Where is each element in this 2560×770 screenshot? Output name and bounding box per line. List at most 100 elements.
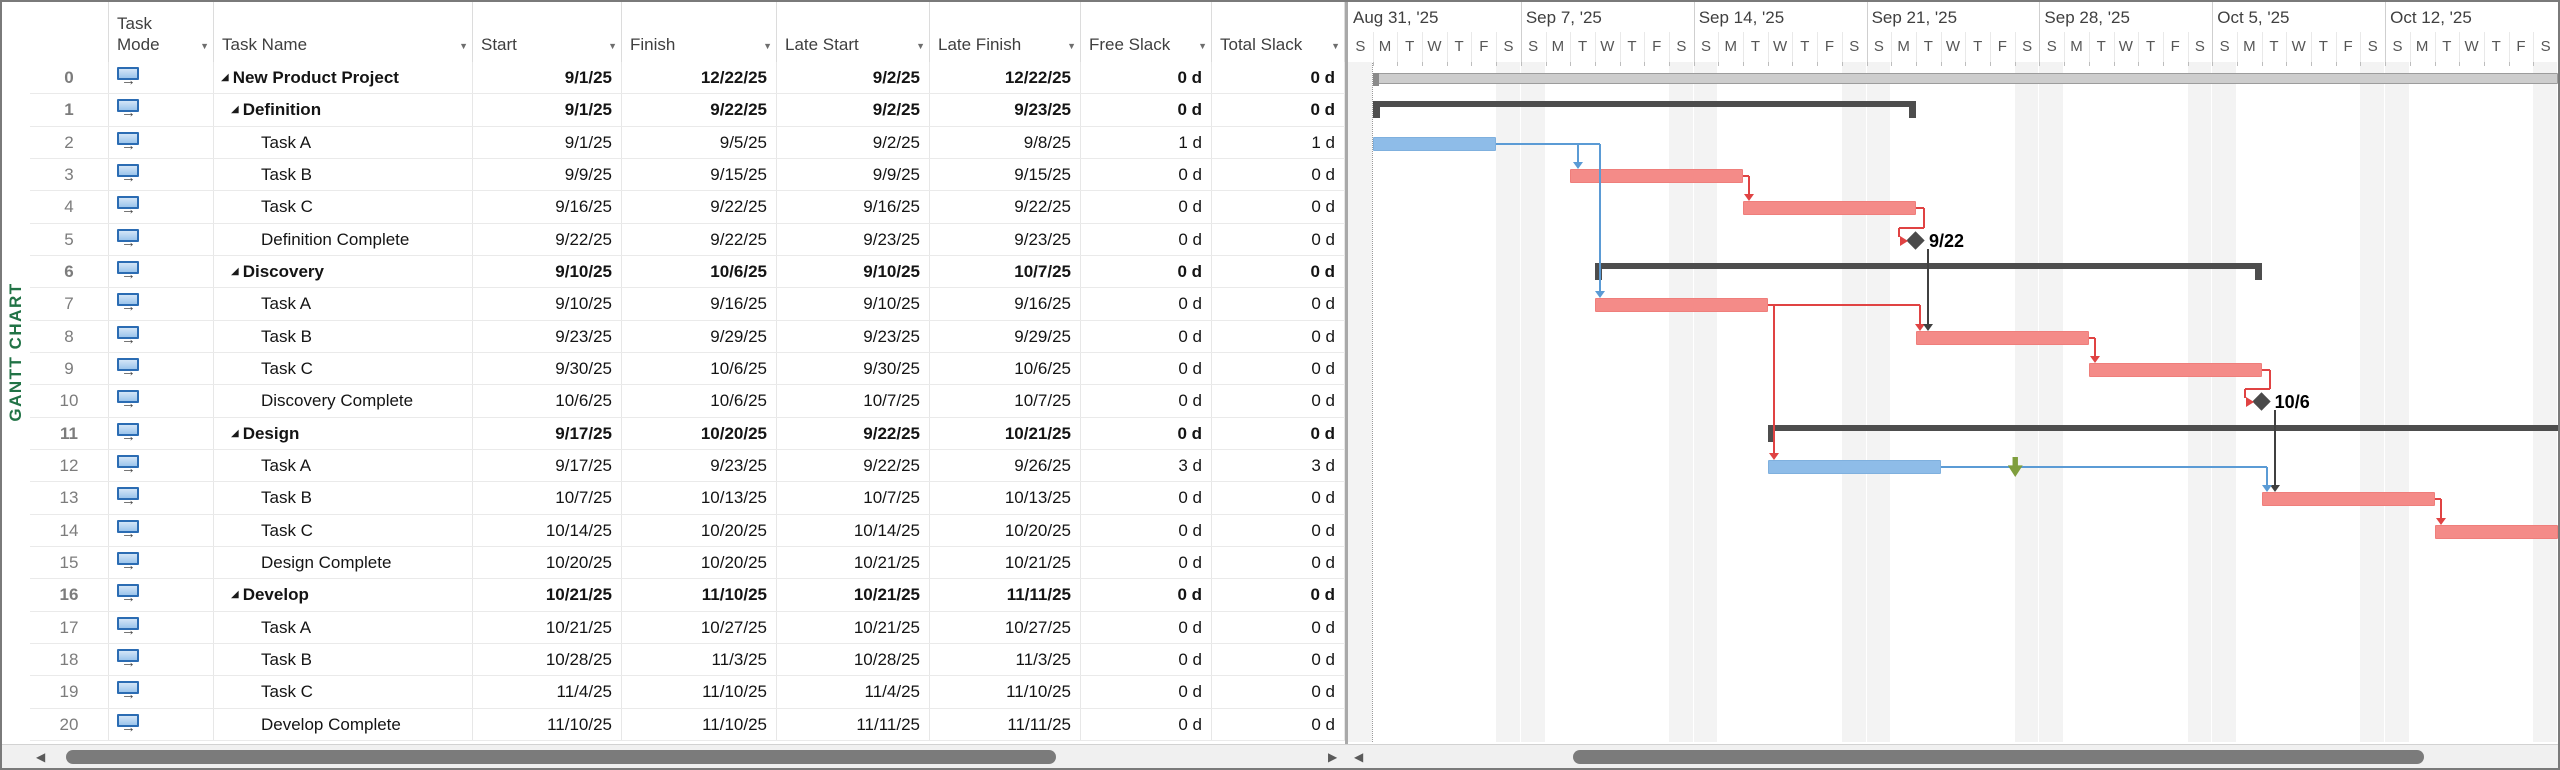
cell-freeSlack[interactable]: 0 d	[1081, 223, 1212, 255]
cell-freeSlack[interactable]: 0 d	[1081, 708, 1212, 740]
cell-freeSlack[interactable]: 0 d	[1081, 385, 1212, 417]
cell-totalSlack[interactable]: 0 d	[1212, 644, 1345, 676]
cell-finish[interactable]: 9/22/25	[622, 191, 777, 223]
scrollbar-thumb[interactable]	[66, 750, 1056, 764]
cell-start[interactable]: 10/20/25	[473, 547, 622, 579]
pane-divider[interactable]	[1345, 2, 1348, 768]
cell-lateFinish[interactable]: 10/21/25	[930, 417, 1081, 449]
cell-start[interactable]: 9/1/25	[473, 94, 622, 126]
cell-mode[interactable]: →	[109, 611, 214, 643]
cell-lateStart[interactable]: 10/21/25	[777, 579, 930, 611]
milestone-diamond[interactable]	[2251, 392, 2271, 412]
cell-finish[interactable]: 11/3/25	[622, 644, 777, 676]
column-header-freeSlack[interactable]: Free Slack ▼	[1081, 2, 1212, 62]
filter-chevron-icon[interactable]: ▼	[1331, 40, 1340, 51]
task-bar-critical[interactable]	[2261, 492, 2435, 507]
cell-start[interactable]: 9/10/25	[473, 288, 622, 320]
cell-lateStart[interactable]: 10/28/25	[777, 644, 930, 676]
cell-name[interactable]: ◢ New Product Project	[214, 62, 473, 94]
cell-start[interactable]: 11/10/25	[473, 708, 622, 740]
cell-totalSlack[interactable]: 0 d	[1212, 256, 1345, 288]
cell-finish[interactable]: 10/20/25	[622, 514, 777, 546]
cell-mode[interactable]: →	[109, 514, 214, 546]
cell-start[interactable]: 10/21/25	[473, 611, 622, 643]
cell-id[interactable]: 9	[30, 353, 109, 385]
cell-lateStart[interactable]: 9/2/25	[777, 94, 930, 126]
cell-start[interactable]: 9/22/25	[473, 223, 622, 255]
cell-freeSlack[interactable]: 0 d	[1081, 611, 1212, 643]
cell-name[interactable]: Task B	[214, 644, 473, 676]
cell-freeSlack[interactable]: 0 d	[1081, 159, 1212, 191]
cell-lateFinish[interactable]: 9/29/25	[930, 320, 1081, 352]
cell-lateStart[interactable]: 9/10/25	[777, 256, 930, 288]
cell-start[interactable]: 9/23/25	[473, 320, 622, 352]
cell-start[interactable]: 9/1/25	[473, 62, 622, 94]
cell-id[interactable]: 6	[30, 256, 109, 288]
cell-mode[interactable]: →	[109, 126, 214, 158]
cell-finish[interactable]: 9/16/25	[622, 288, 777, 320]
task-bar-critical[interactable]	[1594, 298, 1768, 313]
column-header-mode[interactable]: Task Mode ▼	[109, 2, 214, 62]
cell-lateStart[interactable]: 10/21/25	[777, 611, 930, 643]
collapse-triangle-icon[interactable]: ◢	[231, 104, 239, 116]
cell-totalSlack[interactable]: 0 d	[1212, 611, 1345, 643]
collapse-triangle-icon[interactable]: ◢	[221, 72, 229, 83]
cell-finish[interactable]: 9/15/25	[622, 159, 777, 191]
collapse-triangle-icon[interactable]: ◢	[231, 427, 239, 439]
cell-lateFinish[interactable]: 9/16/25	[930, 288, 1081, 320]
cell-mode[interactable]: →	[109, 482, 214, 514]
cell-lateFinish[interactable]: 11/10/25	[930, 676, 1081, 708]
cell-lateFinish[interactable]: 10/21/25	[930, 547, 1081, 579]
cell-freeSlack[interactable]: 0 d	[1081, 353, 1212, 385]
column-header-lateStart[interactable]: Late Start ▼	[777, 2, 930, 62]
cell-start[interactable]: 10/6/25	[473, 385, 622, 417]
task-bar[interactable]	[1767, 460, 1941, 474]
column-header-id[interactable]	[30, 2, 109, 62]
cell-freeSlack[interactable]: 0 d	[1081, 191, 1212, 223]
cell-lateFinish[interactable]: 10/20/25	[930, 514, 1081, 546]
cell-lateFinish[interactable]: 11/11/25	[930, 579, 1081, 611]
cell-lateFinish[interactable]: 9/23/25	[930, 94, 1081, 126]
cell-finish[interactable]: 12/22/25	[622, 62, 777, 94]
cell-name[interactable]: Task C	[214, 191, 473, 223]
filter-chevron-icon[interactable]: ▼	[1067, 40, 1076, 51]
cell-freeSlack[interactable]: 0 d	[1081, 256, 1212, 288]
cell-totalSlack[interactable]: 0 d	[1212, 547, 1345, 579]
cell-totalSlack[interactable]: 0 d	[1212, 417, 1345, 449]
scroll-left-icon[interactable]: ◀	[36, 750, 46, 764]
cell-name[interactable]: Definition Complete	[214, 223, 473, 255]
cell-name[interactable]: Task A	[214, 611, 473, 643]
cell-lateFinish[interactable]: 9/26/25	[930, 450, 1081, 482]
cell-freeSlack[interactable]: 3 d	[1081, 450, 1212, 482]
summary-bar[interactable]	[1767, 424, 2558, 431]
cell-finish[interactable]: 10/27/25	[622, 611, 777, 643]
cell-freeSlack[interactable]: 0 d	[1081, 579, 1212, 611]
scrollbar-thumb[interactable]	[1573, 750, 2424, 764]
cell-id[interactable]: 10	[30, 385, 109, 417]
cell-lateFinish[interactable]: 10/6/25	[930, 353, 1081, 385]
task-bar-critical[interactable]	[1743, 201, 1916, 216]
cell-mode[interactable]: →	[109, 385, 214, 417]
cell-lateStart[interactable]: 11/11/25	[777, 708, 930, 740]
cell-mode[interactable]: →	[109, 353, 214, 385]
scroll-left-icon[interactable]: ◀	[1354, 750, 1364, 764]
filter-chevron-icon[interactable]: ▼	[608, 40, 617, 51]
cell-finish[interactable]: 9/5/25	[622, 126, 777, 158]
cell-start[interactable]: 9/1/25	[473, 126, 622, 158]
cell-finish[interactable]: 11/10/25	[622, 579, 777, 611]
cell-name[interactable]: ◢ Develop	[214, 579, 473, 611]
column-header-finish[interactable]: Finish ▼	[622, 2, 777, 62]
cell-start[interactable]: 9/10/25	[473, 256, 622, 288]
cell-lateStart[interactable]: 9/2/25	[777, 126, 930, 158]
cell-name[interactable]: Task A	[214, 126, 473, 158]
cell-id[interactable]: 8	[30, 320, 109, 352]
cell-id[interactable]: 7	[30, 288, 109, 320]
cell-mode[interactable]: →	[109, 320, 214, 352]
cell-freeSlack[interactable]: 0 d	[1081, 547, 1212, 579]
cell-mode[interactable]: →	[109, 708, 214, 740]
cell-mode[interactable]: →	[109, 223, 214, 255]
collapse-triangle-icon[interactable]: ◢	[231, 266, 239, 277]
cell-id[interactable]: 17	[30, 611, 109, 643]
cell-mode[interactable]: →	[109, 579, 214, 611]
cell-start[interactable]: 9/30/25	[473, 353, 622, 385]
